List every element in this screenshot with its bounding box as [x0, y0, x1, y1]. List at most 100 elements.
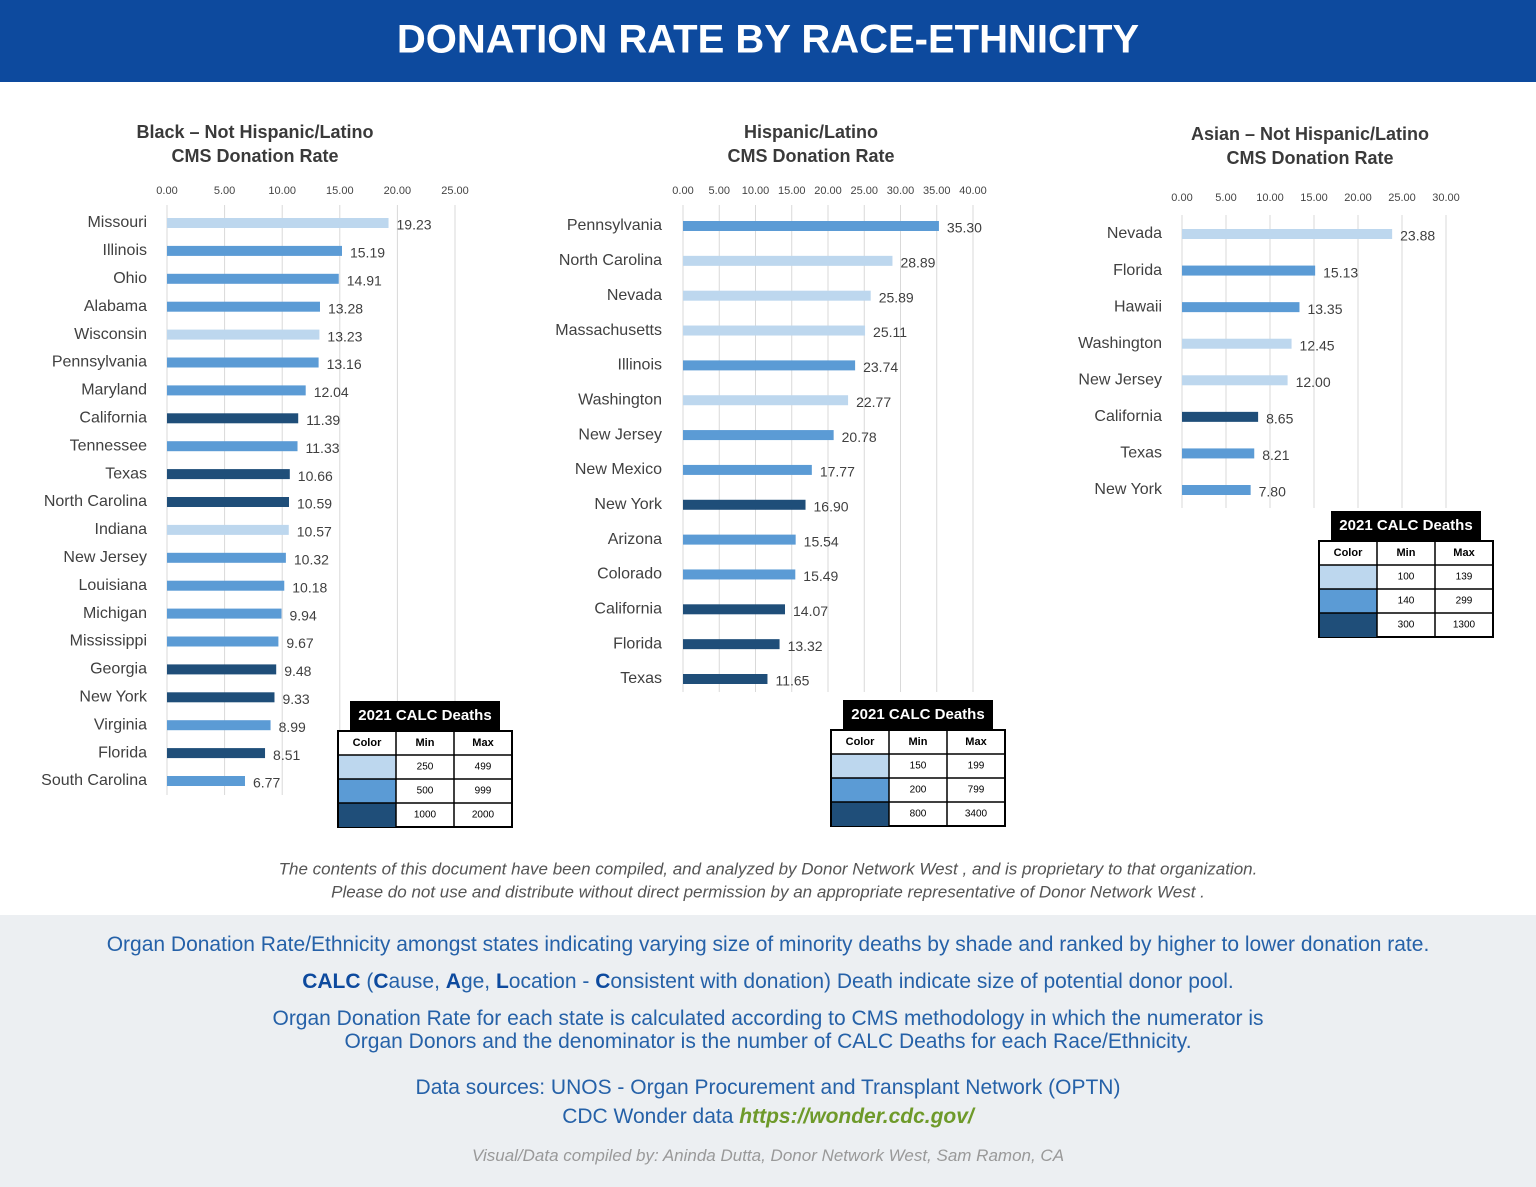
chart-title: Hispanic/Latino [744, 122, 878, 142]
charts-area: DONATION RATE BY RACE-ETHNICITY The cont… [0, 0, 1536, 901]
category-label: Hawaii [1114, 298, 1162, 315]
value-label: 8.65 [1266, 411, 1293, 427]
legend-header: Color [1334, 547, 1363, 559]
bar [167, 552, 286, 563]
bar [167, 413, 299, 424]
value-label: 25.11 [873, 324, 907, 340]
category-label: California [79, 410, 147, 427]
chart-subtitle: CMS Donation Rate [171, 146, 338, 166]
legend-swatch [339, 779, 396, 803]
value-label: 13.28 [328, 300, 363, 316]
x-tick-label: 15.00 [778, 185, 806, 197]
legend-header: Max [1453, 547, 1475, 559]
calc-segment: CALC [302, 970, 361, 993]
legend-min: 300 [1398, 620, 1415, 631]
header-band [0, 0, 1536, 82]
bar [167, 692, 275, 703]
bar [167, 469, 290, 480]
legend-min: 500 [417, 786, 434, 797]
calc-segment: ause, [388, 970, 446, 993]
value-label: 9.94 [290, 607, 317, 623]
cdc-link[interactable]: https://wonder.cdc.gov/ [739, 1105, 974, 1128]
category-label: Florida [1113, 262, 1162, 279]
bar [683, 604, 786, 615]
value-label: 13.16 [327, 356, 362, 372]
category-label: Michigan [83, 605, 147, 622]
bar [167, 664, 277, 675]
category-label: Texas [1120, 445, 1162, 462]
legend-max: 199 [968, 761, 985, 772]
category-label: Wisconsin [74, 326, 147, 343]
value-label: 9.67 [286, 635, 313, 651]
category-label: Maryland [81, 382, 147, 399]
value-label: 8.99 [279, 719, 306, 735]
category-label: Colorado [597, 566, 662, 583]
value-label: 7.80 [1259, 484, 1286, 500]
x-tick-label: 10.00 [1256, 192, 1284, 204]
method-note: Organ Donation Rate for each state is ca… [272, 1007, 1264, 1030]
value-label: 17.77 [820, 464, 855, 480]
x-tick-label: 25.00 [1388, 192, 1416, 204]
calc-segment: C [595, 970, 611, 993]
value-label: 10.32 [294, 552, 329, 568]
calc-segment: ge, [460, 970, 496, 993]
legend-title: 2021 CALC Deaths [358, 707, 491, 724]
legend-min: 200 [910, 785, 927, 796]
bar [167, 218, 389, 228]
category-label: New York [79, 689, 148, 706]
legend-title: 2021 CALC Deaths [851, 706, 984, 723]
x-tick-label: 5.00 [709, 185, 730, 197]
legend-swatch [339, 755, 396, 779]
value-label: 14.91 [347, 273, 382, 289]
bar [167, 608, 282, 619]
bar [1182, 265, 1316, 276]
value-label: 23.74 [863, 359, 898, 375]
bar [1182, 229, 1393, 239]
x-tick-label: 20.00 [384, 185, 412, 197]
bar [167, 720, 271, 731]
category-label: Ohio [113, 270, 147, 287]
bar [167, 301, 320, 312]
value-label: 15.19 [350, 245, 385, 261]
chart-title: Asian – Not Hispanic/Latino [1191, 124, 1429, 144]
legend-max: 3400 [965, 809, 988, 820]
footer: Organ Donation Rate/Ethnicity amongst st… [0, 915, 1536, 1187]
value-label: 13.32 [788, 638, 823, 654]
chart-subtitle: CMS Donation Rate [727, 146, 894, 166]
value-label: 9.33 [282, 691, 309, 707]
legend-swatch [832, 802, 889, 826]
legend-min: 150 [910, 761, 927, 772]
x-tick-label: 0.00 [156, 185, 177, 197]
legend-swatch [1320, 589, 1377, 613]
x-tick-label: 25.00 [441, 185, 469, 197]
category-label: Pennsylvania [52, 354, 147, 371]
value-label: 8.51 [273, 747, 300, 763]
value-label: 8.21 [1262, 447, 1289, 463]
bar [683, 464, 812, 475]
category-label: Missouri [87, 214, 147, 231]
bar [167, 524, 289, 535]
x-tick-label: 10.00 [268, 185, 296, 197]
category-label: California [594, 601, 662, 618]
category-label: New Jersey [63, 549, 147, 566]
calc-segment: onsistent with donation) Death indicate … [610, 970, 1234, 993]
value-label: 28.89 [900, 255, 935, 271]
bar [167, 357, 319, 368]
category-label: North Carolina [559, 252, 662, 269]
legend-min: 800 [910, 809, 927, 820]
calc-segment: ocation - [508, 970, 596, 993]
bar [1182, 485, 1251, 495]
category-label: Indiana [95, 521, 148, 538]
category-label: Arizona [608, 531, 662, 548]
legend-min: 140 [1398, 596, 1415, 607]
bar [683, 290, 871, 301]
bar [167, 580, 285, 591]
value-label: 15.54 [804, 533, 839, 549]
category-label: Georgia [90, 661, 147, 678]
category-label: Massachusetts [555, 322, 662, 339]
category-label: Alabama [84, 298, 147, 315]
bar [1182, 302, 1300, 313]
bar [167, 329, 320, 340]
bar [167, 385, 306, 396]
